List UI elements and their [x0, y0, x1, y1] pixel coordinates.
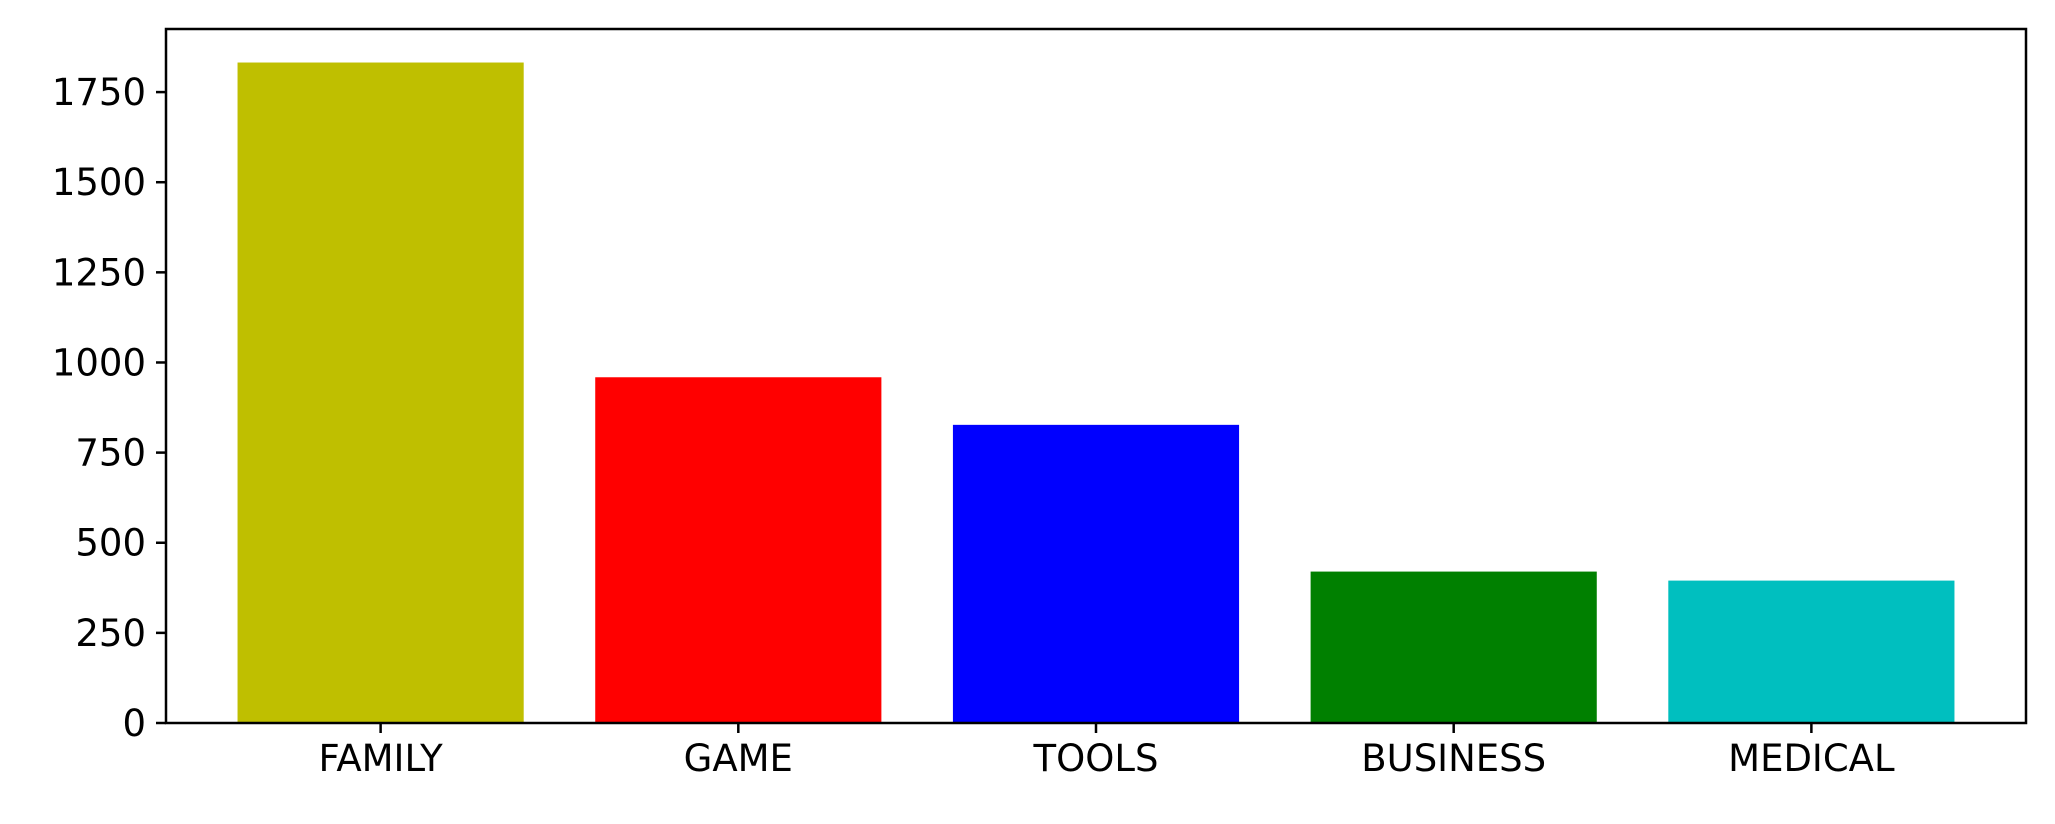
x-tick-label: TOOLS	[1033, 737, 1159, 780]
y-tick-label: 500	[75, 522, 146, 565]
y-axis: 0 250 500 750 1000 1250 1500 1750	[52, 71, 166, 745]
bar-game	[595, 377, 882, 723]
y-tick-label: 1000	[52, 341, 146, 384]
bar-family	[237, 62, 524, 723]
y-tick-label: 1250	[52, 251, 146, 294]
bar-medical	[1668, 580, 1955, 723]
x-tick-label: BUSINESS	[1361, 737, 1546, 780]
x-axis: FAMILY GAME TOOLS BUSINESS MEDICAL	[318, 723, 1895, 780]
bar-tools	[952, 424, 1240, 723]
y-tick-label: 1500	[52, 161, 146, 204]
x-tick-label: FAMILY	[318, 737, 443, 780]
y-tick-label: 0	[122, 702, 146, 745]
y-tick-label: 750	[75, 432, 146, 475]
bar-business	[1310, 571, 1597, 723]
y-tick-label: 250	[75, 612, 146, 655]
bars-group	[237, 62, 1955, 723]
x-tick-label: MEDICAL	[1728, 737, 1895, 780]
y-tick-label: 1750	[52, 71, 146, 114]
x-tick-label: GAME	[684, 737, 793, 780]
plot-frame	[164, 27, 2028, 725]
